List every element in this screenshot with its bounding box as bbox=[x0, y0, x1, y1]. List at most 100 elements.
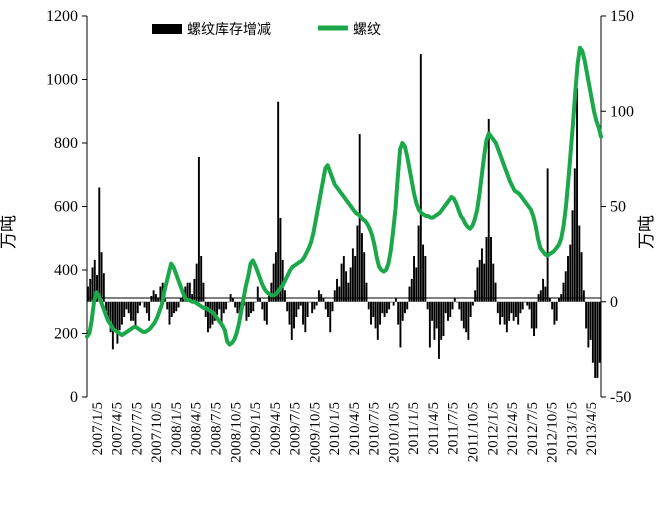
bar bbox=[533, 301, 535, 337]
bar bbox=[102, 273, 105, 302]
bar bbox=[89, 278, 92, 302]
bar bbox=[385, 301, 388, 314]
x-axis-labels: 2007/1/5 2007/4/5 2007/7/5 2007/10/5 2008/1/… bbox=[90, 402, 600, 463]
bar bbox=[272, 263, 275, 302]
bar bbox=[589, 301, 592, 340]
bar bbox=[508, 301, 511, 321]
bar bbox=[157, 297, 160, 302]
bar bbox=[503, 301, 506, 325]
bar bbox=[100, 252, 103, 302]
bar bbox=[510, 301, 513, 314]
bar bbox=[109, 301, 112, 333]
bar bbox=[186, 282, 189, 302]
bar bbox=[114, 301, 117, 331]
bar bbox=[98, 187, 101, 302]
bar bbox=[191, 294, 194, 302]
bar bbox=[134, 301, 137, 329]
bar bbox=[551, 301, 554, 310]
bar bbox=[145, 301, 148, 314]
bar bbox=[474, 290, 477, 302]
x-tick-label: 2009/1/5 bbox=[248, 402, 264, 455]
bar bbox=[562, 282, 565, 302]
bar bbox=[392, 301, 395, 306]
left-tick-label: 0 bbox=[70, 389, 78, 406]
bar bbox=[494, 282, 497, 302]
bar bbox=[569, 244, 572, 302]
bar bbox=[216, 301, 218, 316]
bar bbox=[444, 301, 447, 314]
bar bbox=[324, 301, 327, 310]
bar bbox=[460, 301, 463, 321]
bar bbox=[342, 256, 345, 302]
x-tick-label: 2008/4/5 bbox=[189, 402, 205, 455]
right-tick-label: 0 bbox=[610, 294, 618, 311]
bar bbox=[200, 256, 203, 302]
bar bbox=[560, 294, 563, 302]
bar bbox=[105, 301, 108, 312]
bar bbox=[528, 301, 531, 310]
x-tick-label: 2010/4/5 bbox=[347, 402, 363, 455]
left-axis-title: 万吨 bbox=[0, 215, 19, 249]
bar bbox=[263, 301, 266, 321]
bar bbox=[197, 156, 200, 302]
bar bbox=[591, 301, 594, 363]
bar bbox=[143, 301, 146, 308]
bar bbox=[365, 282, 368, 302]
right-tick-label: -50 bbox=[610, 389, 631, 406]
bar bbox=[485, 236, 488, 302]
bar bbox=[363, 252, 366, 302]
bar bbox=[354, 256, 357, 302]
bar bbox=[256, 286, 259, 302]
bar bbox=[329, 301, 332, 333]
bar bbox=[290, 301, 293, 340]
right-tick-label: 150 bbox=[610, 8, 634, 25]
bar bbox=[116, 301, 119, 344]
bar bbox=[349, 267, 352, 302]
bar bbox=[254, 301, 257, 303]
bar bbox=[580, 252, 583, 302]
bar bbox=[288, 301, 291, 325]
bar bbox=[557, 297, 560, 302]
x-tick-label: 2009/4/5 bbox=[268, 402, 284, 455]
bar bbox=[542, 278, 545, 302]
bar bbox=[578, 225, 581, 302]
bar bbox=[118, 301, 121, 331]
bar bbox=[132, 301, 135, 321]
bar bbox=[408, 286, 411, 302]
bar bbox=[519, 301, 522, 314]
bar bbox=[229, 294, 232, 302]
bar bbox=[372, 301, 375, 317]
bar bbox=[317, 290, 320, 302]
bar bbox=[367, 301, 370, 310]
bar bbox=[252, 301, 255, 312]
x-tick-label: 2011/7/5 bbox=[446, 402, 462, 455]
bar bbox=[406, 301, 409, 310]
bar bbox=[320, 294, 323, 302]
bar bbox=[370, 301, 372, 325]
bar bbox=[576, 88, 579, 302]
bar bbox=[501, 301, 504, 317]
x-tick-label: 2010/10/5 bbox=[386, 402, 402, 463]
bar bbox=[433, 301, 436, 340]
bar bbox=[467, 301, 470, 340]
bar bbox=[404, 301, 406, 314]
bar bbox=[524, 301, 526, 303]
right-axis-ticks: -50 0 50 100 150 bbox=[601, 8, 634, 406]
bar bbox=[431, 301, 434, 321]
right-axis-title: 万吨 bbox=[637, 215, 657, 249]
bar bbox=[333, 290, 336, 302]
bar bbox=[281, 259, 284, 302]
bar bbox=[596, 301, 599, 378]
bar bbox=[311, 301, 314, 314]
bar bbox=[338, 286, 341, 302]
x-tick-label: 2012/1/5 bbox=[485, 402, 501, 455]
x-tick-label: 2010/7/5 bbox=[367, 402, 383, 455]
bar bbox=[236, 301, 239, 314]
bar bbox=[268, 294, 271, 302]
bar bbox=[202, 282, 205, 302]
bar bbox=[383, 301, 386, 317]
left-tick-label: 600 bbox=[54, 199, 78, 216]
bar bbox=[209, 301, 212, 329]
bar bbox=[286, 301, 289, 312]
